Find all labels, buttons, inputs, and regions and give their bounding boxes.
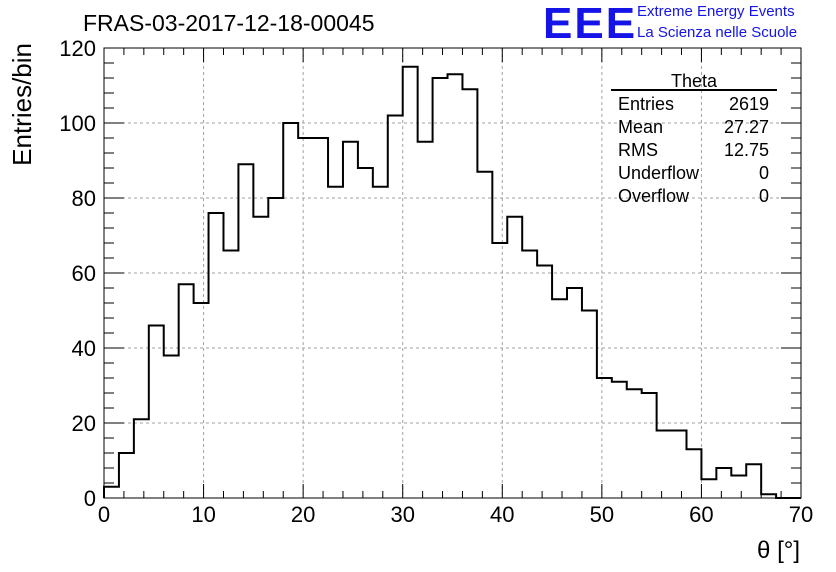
plot-frame [103,47,802,499]
histogram-bin [373,187,388,498]
histogram-bin [194,303,209,498]
histogram-bin [642,393,657,498]
histogram-bin [313,138,328,498]
histogram-bin [104,487,119,498]
stats-box-title: Theta [671,71,718,91]
y-tick-label: 40 [72,336,96,361]
histogram-bin [672,431,687,499]
histogram-bin [403,67,418,498]
y-axis-label: Entries/bin [7,43,37,166]
chart-title: FRAS-03-2017-12-18-00045 [83,10,375,36]
histogram-bin [253,217,268,498]
histogram-bin [492,243,507,498]
histogram-bin [582,311,597,499]
histogram-bin [358,168,373,498]
histogram-bin [134,419,149,498]
histogram-bin [462,89,477,498]
histogram-bin [283,123,298,498]
stats-label: Underflow [618,163,700,183]
histogram-bin [448,74,463,498]
histogram-bin [627,389,642,498]
logo-line-1: Extreme Energy Events [637,3,795,20]
x-tick-label: 50 [590,502,614,527]
histogram-bin [238,164,253,498]
histogram-bin [433,78,448,498]
histogram-bin [746,464,761,498]
histogram-bin [761,494,776,498]
histogram-bin [149,326,164,499]
histogram-bin [223,251,238,499]
x-tick-label: 10 [191,502,215,527]
histogram-bin [507,217,522,498]
stats-value: 0 [759,163,769,183]
histogram-bin [179,284,194,498]
y-tick-label: 80 [72,186,96,211]
stats-value: 12.75 [724,140,769,160]
histogram-outline [103,65,801,499]
x-tick-label: 20 [291,502,315,527]
histogram-bin [731,476,746,499]
stats-label: Mean [618,117,663,137]
histogram-bin [298,138,313,498]
histogram-bin [119,453,134,498]
histogram-bin [716,468,731,498]
x-tick-label: 40 [490,502,514,527]
histogram-bin [418,142,433,498]
logo-line-2: La Scienza nelle Scuole [637,24,798,41]
x-tick-label: 60 [689,502,713,527]
y-tick-label: 20 [72,411,96,436]
histogram-bin [268,198,283,498]
histogram-bin [657,431,672,499]
histogram-bin [597,378,612,498]
y-tick-label: 100 [59,111,96,136]
stats-label: Entries [618,94,674,114]
histogram-bin [552,299,567,498]
y-tick-label: 60 [72,261,96,286]
x-tick-label: 0 [98,502,110,527]
histogram-bin [701,479,716,498]
stats-value: 2619 [729,94,769,114]
histogram-bin [164,356,179,499]
stats-label: RMS [618,140,658,160]
histogram-bin [612,382,627,498]
histogram-bin [477,172,492,498]
histogram-bin [522,251,537,499]
histogram-bin [209,213,224,498]
stats-label: Overflow [618,186,690,206]
x-axis-label: θ [°] [757,537,800,564]
histogram-bin [567,288,582,498]
histogram-bin [388,116,403,499]
stats-value: 0 [759,186,769,206]
x-tick-label: 30 [390,502,414,527]
histogram-bin [537,266,552,499]
y-tick-label: 0 [84,486,96,511]
eee-logo-mark: EEE [543,0,638,48]
histogram-bin [328,187,343,498]
stats-value: 27.27 [724,117,769,137]
histogram-bin [686,449,701,498]
x-tick-label: 70 [789,502,813,527]
histogram-bin [343,142,358,498]
y-tick-label: 120 [59,36,96,61]
